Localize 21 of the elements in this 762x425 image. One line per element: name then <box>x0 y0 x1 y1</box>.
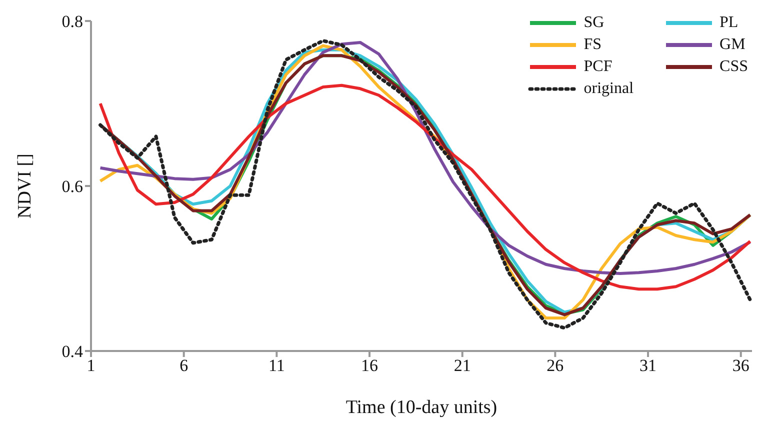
line-series <box>98 84 752 291</box>
legend-label: original <box>584 80 634 98</box>
x-tick-label: 21 <box>454 356 471 376</box>
x-axis-title: Time (10-day units) <box>346 397 498 418</box>
legend-label: GM <box>720 36 746 54</box>
x-tick-label: 26 <box>546 356 564 376</box>
y-tick-label: 0.6 <box>62 177 83 196</box>
legend-label: PCF <box>584 58 612 76</box>
x-tick-label: 6 <box>180 356 188 376</box>
x-tick-label: 36 <box>732 356 750 376</box>
y-axis-title: NDVI [] <box>14 154 36 218</box>
legend-label: PL <box>720 14 738 32</box>
y-tick-label: 0.4 <box>62 342 84 362</box>
y-tick-label: 0.8 <box>62 12 83 32</box>
x-tick-label: 31 <box>640 356 657 376</box>
legend-label: SG <box>584 14 604 32</box>
x-tick-label: 1 <box>86 356 96 376</box>
legend-label: CSS <box>720 58 748 76</box>
legend-label: FS <box>584 36 602 54</box>
x-tick-label: 16 <box>361 356 378 376</box>
x-tick-label: 11 <box>268 356 285 376</box>
